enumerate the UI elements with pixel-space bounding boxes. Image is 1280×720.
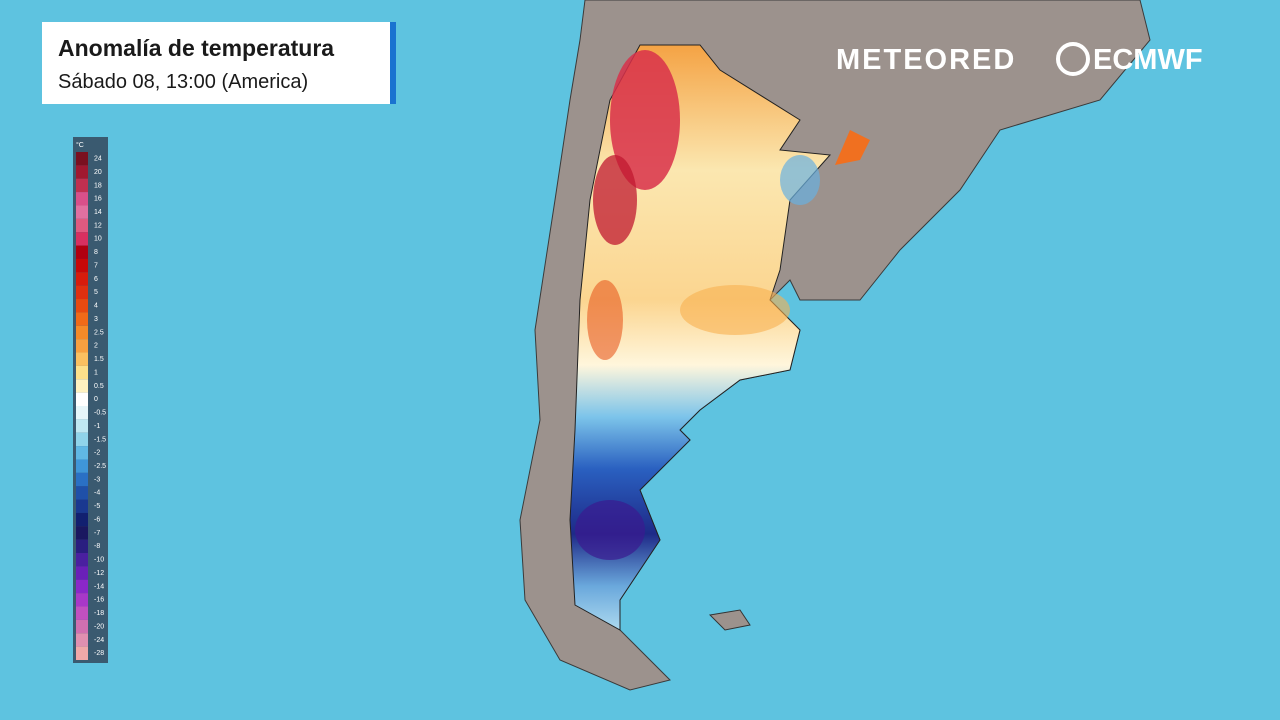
title: Anomalía de temperatura — [58, 35, 334, 61]
legend-swatch — [76, 379, 88, 393]
legend-unit: °C — [76, 141, 84, 149]
legend-label: 5 — [94, 289, 98, 296]
legend-swatch — [76, 165, 88, 179]
legend-swatch — [76, 406, 88, 420]
title-accent — [390, 22, 396, 104]
legend-label: 20 — [94, 169, 102, 176]
legend-label: -6 — [94, 516, 100, 523]
legend-swatch — [76, 579, 88, 594]
legend-label: -5 — [94, 503, 100, 510]
warm-anomaly — [593, 155, 637, 245]
legend-swatch — [76, 312, 88, 326]
logo-meteored: METEORED — [836, 44, 1016, 76]
cold-anomaly — [780, 155, 820, 205]
legend-label: 2.5 — [94, 329, 104, 336]
legend-label: -20 — [94, 623, 104, 630]
legend-swatch — [76, 539, 88, 554]
legend-label: 0 — [94, 396, 98, 403]
legend-swatch — [76, 392, 88, 406]
islands — [708, 609, 751, 631]
legend-swatch — [76, 205, 88, 219]
legend-label: 0.5 — [94, 383, 104, 390]
cold-anomaly — [575, 500, 645, 560]
legend-swatch — [76, 606, 88, 620]
legend-swatch — [76, 232, 88, 246]
legend-swatch — [76, 192, 88, 206]
legend-swatch — [76, 566, 88, 580]
legend-label: 10 — [94, 236, 102, 243]
subtitle: Sábado 08, 13:00 (America) — [58, 71, 308, 93]
warm-anomaly — [610, 50, 680, 190]
legend-swatch — [76, 178, 88, 193]
warm-anomaly — [835, 130, 870, 165]
legend-label: -3 — [94, 476, 100, 483]
legend-label: 12 — [94, 222, 102, 229]
legend-label: 14 — [94, 209, 102, 216]
legend-label: 6 — [94, 276, 98, 283]
legend-label: -12 — [94, 570, 104, 577]
legend-swatch — [76, 499, 88, 513]
legend-label: -1 — [94, 423, 100, 430]
legend-swatch — [76, 446, 88, 460]
legend-swatch — [76, 526, 88, 540]
legend-label: -24 — [94, 637, 104, 644]
logo-ecmwf: ECMWF — [1093, 44, 1203, 76]
legend-label: -18 — [94, 610, 104, 617]
legend-swatch — [76, 325, 88, 340]
legend-swatch — [76, 152, 88, 166]
warm-anomaly — [680, 285, 790, 335]
legend-swatch — [76, 218, 88, 233]
legend-label: 7 — [94, 262, 98, 269]
legend-label: -4 — [94, 490, 100, 497]
legend-label: -16 — [94, 597, 104, 604]
legend-label: 16 — [94, 196, 102, 203]
legend-swatch — [76, 486, 88, 500]
logo-icon — [1056, 42, 1090, 76]
warm-anomaly — [587, 280, 623, 360]
legend-label: -2 — [94, 450, 100, 457]
legend-swatch — [76, 258, 88, 273]
legend: °C 24 20 18 16 14 12 10 8 7 6 5 4 3 2.5 2 1.5 1 0.5 0 -0.5 -… — [76, 141, 106, 660]
legend-label: 4 — [94, 303, 98, 310]
legend-swatch — [76, 619, 88, 634]
legend-label: -10 — [94, 557, 104, 564]
legend-swatch — [76, 272, 88, 286]
legend-label: 1 — [94, 369, 98, 376]
legend-swatch — [76, 512, 88, 527]
legend-label: 1.5 — [94, 356, 104, 363]
legend-label: -0.5 — [94, 410, 106, 417]
legend-swatch — [76, 285, 88, 300]
legend-label: -14 — [94, 583, 104, 590]
legend-swatch — [76, 339, 88, 353]
legend-label: 24 — [94, 156, 102, 163]
legend-swatch — [76, 593, 88, 607]
legend-swatch — [76, 472, 88, 487]
legend-swatch — [76, 459, 88, 473]
legend-label: -7 — [94, 530, 100, 537]
legend-swatch — [76, 299, 88, 313]
legend-swatch — [76, 352, 88, 366]
legend-label: -8 — [94, 543, 100, 550]
legend-label: 2 — [94, 343, 98, 350]
legend-label: 8 — [94, 249, 98, 256]
legend-label: 3 — [94, 316, 98, 323]
legend-swatch — [76, 553, 88, 567]
legend-swatch — [76, 432, 88, 447]
legend-label: -28 — [94, 650, 104, 657]
legend-label: -2.5 — [94, 463, 106, 470]
legend-label: -1.5 — [94, 436, 106, 443]
legend-swatch — [76, 633, 88, 647]
legend-swatch — [76, 365, 88, 380]
legend-swatch — [76, 646, 88, 660]
legend-swatch — [76, 419, 88, 433]
legend-label: 18 — [94, 182, 102, 189]
legend-swatch — [76, 245, 88, 259]
title-box — [42, 22, 392, 104]
